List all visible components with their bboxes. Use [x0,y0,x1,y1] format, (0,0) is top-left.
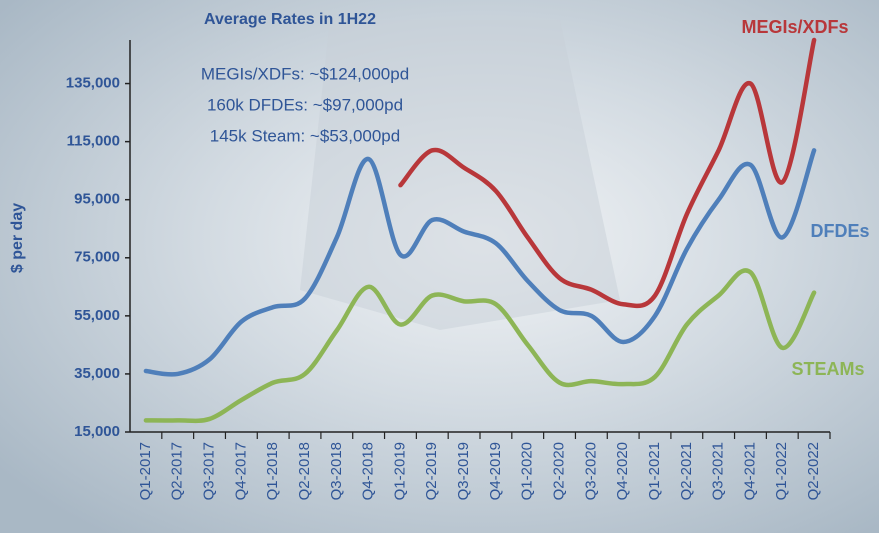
x-tick-label: Q3-2018 [328,442,345,500]
x-tick-label: Q1-2017 [137,442,154,500]
x-tick-label: Q2-2022 [805,442,822,500]
x-tick-label: Q1-2021 [646,442,663,500]
chart: Average Rates in 1H22 MEGIs/XDFs: ~$124,… [0,0,879,533]
x-tick-label: Q1-2018 [264,442,281,500]
x-tick-label: Q4-2019 [487,442,504,500]
x-tick-label: Q3-2019 [455,442,472,500]
series-label: STEAMs [791,359,864,379]
annotation-title: Average Rates in 1H22 [204,11,376,28]
y-tick-label: 15,000 [74,423,120,440]
series-label: DFDEs [810,221,869,241]
x-tick-label: Q4-2020 [614,442,631,500]
annotation: 145k Steam: ~$53,000pd [210,126,400,145]
y-tick-label: 135,000 [66,75,120,92]
x-tick-label: Q3-2020 [582,442,599,500]
x-tick-label: Q3-2021 [710,442,727,500]
series-label: MEGIs/XDFs [741,17,848,37]
x-tick-label: Q4-2018 [360,442,377,500]
x-tick-label: Q1-2020 [519,442,536,500]
annotation: MEGIs/XDFs: ~$124,000pd [201,64,409,83]
y-tick-label: 35,000 [74,365,120,382]
y-tick-label: 95,000 [74,191,120,208]
x-tick-label: Q2-2021 [678,442,695,500]
y-tick-label: 115,000 [67,133,120,150]
x-tick-label: Q3-2017 [201,442,218,500]
x-tick-label: Q2-2019 [423,442,440,500]
x-tick-label: Q2-2018 [296,442,313,500]
x-tick-label: Q2-2020 [551,442,568,500]
y-axis-label: $ per day [9,203,26,273]
y-tick-label: 75,000 [74,249,120,266]
x-tick-label: Q1-2022 [773,442,790,500]
annotation: 160k DFDEs: ~$97,000pd [207,95,403,114]
x-tick-label: Q1-2019 [391,442,408,500]
x-tick-label: Q4-2017 [232,442,249,500]
x-tick-label: Q2-2017 [169,442,186,500]
y-tick-label: 55,000 [74,307,120,324]
x-tick-label: Q4-2021 [741,442,758,500]
